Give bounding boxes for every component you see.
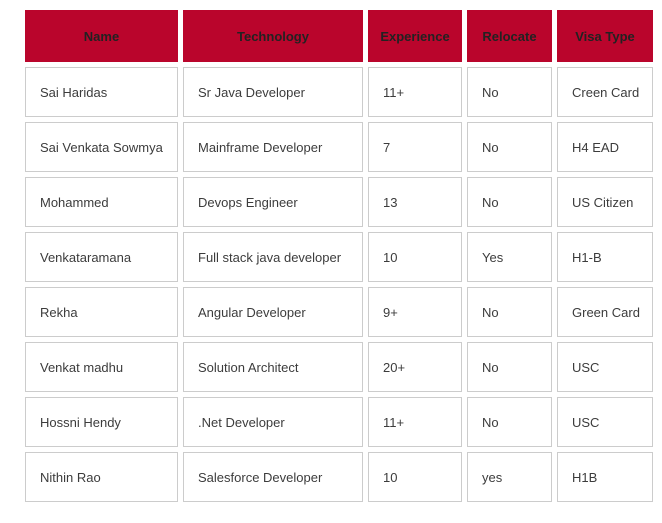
cell-visa-type: H1-B — [557, 232, 653, 282]
cell-visa-type: Green Card — [557, 287, 653, 337]
cell-relocate: No — [467, 287, 552, 337]
table-row: Mohammed Devops Engineer 13 No US Citizen — [25, 177, 653, 227]
cell-relocate: No — [467, 67, 552, 117]
cell-name: Hossni Hendy — [25, 397, 178, 447]
cell-relocate: Yes — [467, 232, 552, 282]
table-row: Sai Haridas Sr Java Developer 11+ No Creen C… — [25, 67, 653, 117]
table-row: Venkat madhu Solution Architect 20+ No USC — [25, 342, 653, 392]
table-body: Sai Haridas Sr Java Developer 11+ No Creen C… — [25, 67, 653, 502]
cell-experience: 9+ — [368, 287, 462, 337]
cell-experience: 11+ — [368, 67, 462, 117]
column-header-relocate: Relocate — [467, 10, 552, 62]
cell-experience: 20+ — [368, 342, 462, 392]
cell-visa-type: USC — [557, 342, 653, 392]
cell-technology: Salesforce Developer — [183, 452, 363, 502]
table-row: Nithin Rao Salesforce Developer 10 yes H1B — [25, 452, 653, 502]
column-header-visa-type: Visa Type — [557, 10, 653, 62]
cell-experience: 10 — [368, 232, 462, 282]
header-row: Name Technology Experience Relocate Visa Typ… — [25, 10, 653, 62]
table-row: Rekha Angular Developer 9+ No Green Card — [25, 287, 653, 337]
column-header-experience: Experience — [368, 10, 462, 62]
cell-relocate: No — [467, 122, 552, 172]
cell-relocate: No — [467, 397, 552, 447]
table-header: Name Technology Experience Relocate Visa Typ… — [25, 10, 653, 62]
cell-visa-type: Creen Card — [557, 67, 653, 117]
cell-technology: Mainframe Developer — [183, 122, 363, 172]
table-row: Venkataramana Full stack java developer 10… — [25, 232, 653, 282]
cell-experience: 13 — [368, 177, 462, 227]
cell-name: Sai Venkata Sowmya — [25, 122, 178, 172]
column-header-technology: Technology — [183, 10, 363, 62]
column-header-name: Name — [25, 10, 178, 62]
cell-technology: .Net Developer — [183, 397, 363, 447]
cell-technology: Angular Developer — [183, 287, 363, 337]
candidates-table: Name Technology Experience Relocate Visa Typ… — [20, 5, 658, 507]
cell-relocate: No — [467, 177, 552, 227]
cell-visa-type: H4 EAD — [557, 122, 653, 172]
table-row: Hossni Hendy .Net Developer 11+ No USC — [25, 397, 653, 447]
cell-visa-type: H1B — [557, 452, 653, 502]
cell-relocate: yes — [467, 452, 552, 502]
cell-experience: 10 — [368, 452, 462, 502]
cell-relocate: No — [467, 342, 552, 392]
cell-technology: Sr Java Developer — [183, 67, 363, 117]
cell-experience: 7 — [368, 122, 462, 172]
cell-name: Sai Haridas — [25, 67, 178, 117]
cell-technology: Devops Engineer — [183, 177, 363, 227]
cell-name: Mohammed — [25, 177, 178, 227]
cell-technology: Solution Architect — [183, 342, 363, 392]
cell-name: Venkataramana — [25, 232, 178, 282]
cell-name: Venkat madhu — [25, 342, 178, 392]
cell-visa-type: USC — [557, 397, 653, 447]
cell-visa-type: US Citizen — [557, 177, 653, 227]
cell-experience: 11+ — [368, 397, 462, 447]
table-row: Sai Venkata Sowmya Mainframe Developer 7 No… — [25, 122, 653, 172]
cell-name: Rekha — [25, 287, 178, 337]
cell-technology: Full stack java developer — [183, 232, 363, 282]
candidates-table-container: Name Technology Experience Relocate Visa Typ… — [20, 5, 658, 507]
cell-name: Nithin Rao — [25, 452, 178, 502]
